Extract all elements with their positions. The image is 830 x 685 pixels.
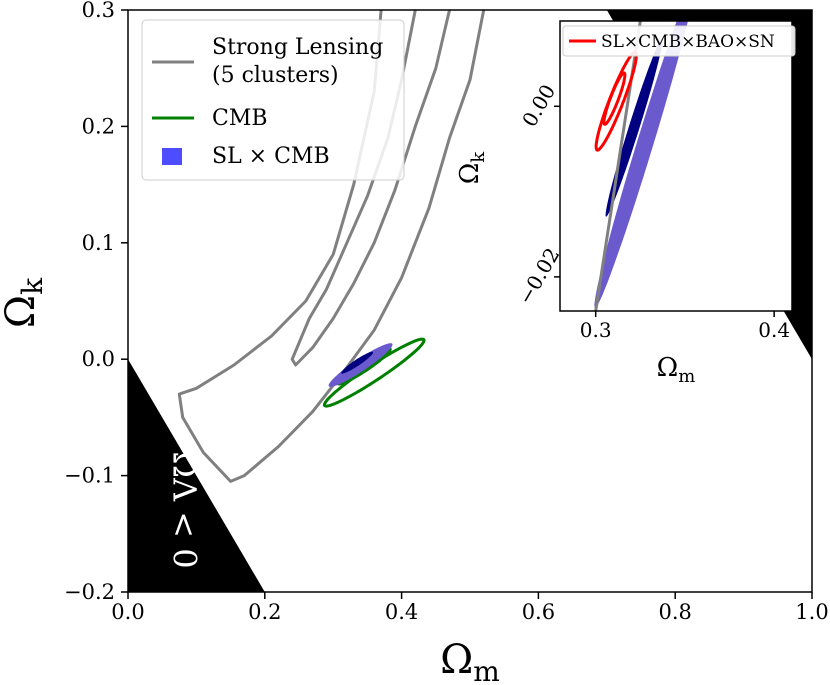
main-x-tick-label: 0.6 (522, 600, 555, 624)
inset-legend-box (562, 25, 796, 57)
main-x-axis-symbol: Ω (440, 637, 473, 683)
main-sl-x-cmb-68 (341, 351, 374, 374)
inset-x-axis-title: Ωm (657, 353, 696, 387)
main-sl-x-cmb-95 (328, 343, 393, 387)
main-x-tick-label: 0.0 (111, 600, 144, 624)
main-x-axis-title: Ωm (440, 637, 500, 685)
forbidden-region-lower-left (128, 359, 265, 592)
main-cmb-outer-contour (322, 337, 426, 408)
inset-legend: SL×CMB×BAO×SN (562, 25, 796, 57)
inset-slxcmbxbaoxsn-68 (602, 71, 627, 126)
inset-x-axis-symbol: Ω (657, 353, 679, 383)
inset-sl-x-cmb-95 (594, 21, 688, 308)
main-x-tick-label: 0.4 (385, 600, 418, 624)
main-x-axis-subscript: m (473, 655, 500, 685)
inset-background (560, 21, 792, 311)
main-y-tick-label: 0.0 (82, 347, 115, 371)
inset-sl-x-cmb-68 (605, 38, 663, 217)
forbidden-region-label: ΩΛ < 0 (166, 451, 204, 568)
inset-x-axis-subscript: m (678, 366, 695, 387)
main-y-axis-title: Ωk (0, 277, 49, 328)
legend-label-cmb: CMB (212, 106, 268, 131)
legend-swatch-sl-cmb (162, 148, 182, 165)
legend-label-strong-lensing-clusters: (5 clusters) (212, 63, 339, 88)
inset-y-axis-symbol: Ω (455, 163, 485, 185)
legend-label-sl-cmb: SL × CMB (212, 144, 330, 169)
main-y-tick-label: 0.2 (82, 114, 115, 138)
main-x-tick-label: 1.0 (795, 600, 828, 624)
inset-x-tick-label: 0.4 (758, 318, 790, 342)
inset-y-tick-label: 0.00 (517, 80, 560, 131)
inset-x-tick-label: 0.3 (580, 318, 612, 342)
main-y-axis-symbol: Ω (0, 295, 44, 328)
main-y-axis-subscript: k (16, 277, 49, 295)
main-y-tick-label: 0.1 (82, 231, 115, 255)
main-y-tick-label: 0.3 (82, 0, 115, 22)
main-legend: Strong Lensing (5 clusters) CMB SL × CMB (141, 19, 405, 181)
main-x-tick-label: 0.8 (658, 600, 691, 624)
inset-series-layer (594, 21, 688, 311)
inset-plot-frame (559, 20, 793, 312)
inset-y-axis-subscript: k (468, 151, 489, 163)
main-y-tick-label: −0.1 (64, 464, 115, 488)
main-y-tick-label: −0.2 (64, 580, 115, 604)
legend-label-strong-lensing: Strong Lensing (212, 35, 383, 60)
main-legend-box (141, 19, 405, 181)
main-x-tick-label: 0.2 (248, 600, 281, 624)
main-plot-frame (127, 9, 813, 593)
legend-label-sl-cmb-bao-sn: SL×CMB×BAO×SN (601, 32, 775, 52)
main-axis-ticks: 0.0 0.2 0.4 0.6 0.8 1.0 −0.2 −0.1 0.0 0.1 0.2 0.3 (64, 0, 829, 624)
inset-y-axis-title: Ωk (455, 151, 489, 185)
inset-panel: 0.3 0.4−0.020.00 SL×CMB×BAO×SN Ωm Ωk (455, 20, 796, 387)
main-strong-lensing-outer-contour (177, 10, 486, 483)
